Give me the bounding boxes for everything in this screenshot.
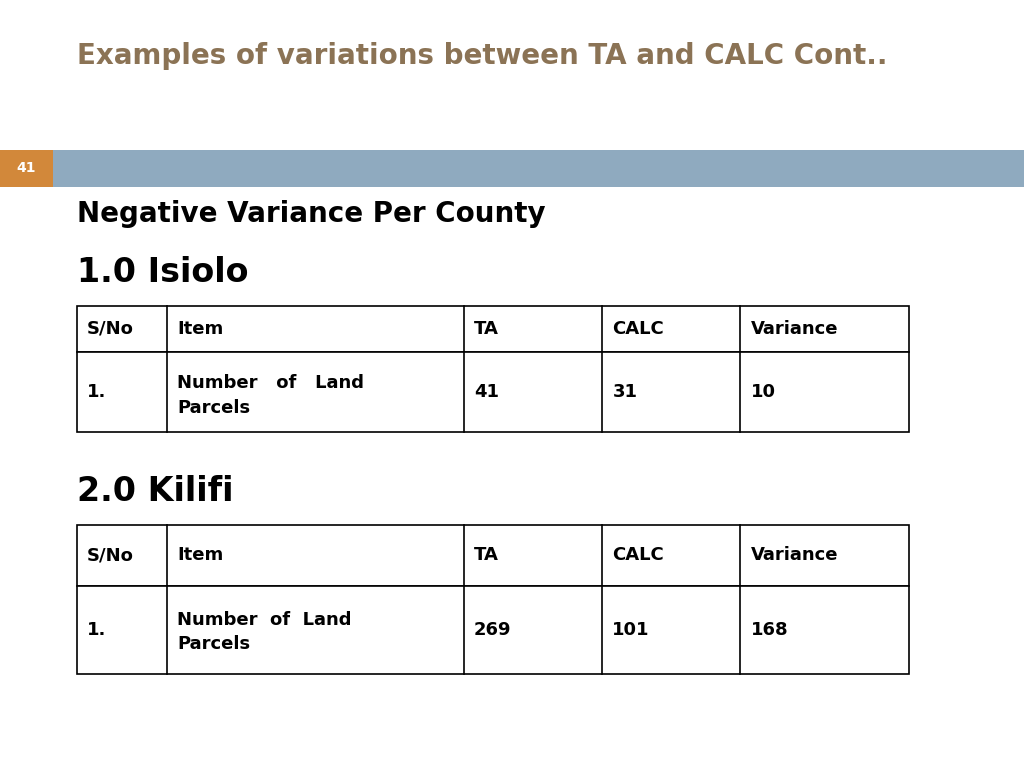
- Text: Parcels: Parcels: [177, 635, 250, 654]
- Text: TA: TA: [474, 319, 499, 338]
- Text: Negative Variance Per County: Negative Variance Per County: [77, 200, 546, 228]
- Text: 101: 101: [612, 621, 650, 639]
- FancyBboxPatch shape: [77, 306, 909, 352]
- FancyBboxPatch shape: [77, 352, 909, 432]
- Text: TA: TA: [474, 546, 499, 564]
- Text: Parcels: Parcels: [177, 399, 250, 417]
- Text: Variance: Variance: [751, 319, 838, 338]
- FancyBboxPatch shape: [77, 586, 909, 674]
- Text: 1.0 Isiolo: 1.0 Isiolo: [77, 256, 248, 289]
- Text: CALC: CALC: [612, 546, 665, 564]
- Text: S/No: S/No: [87, 319, 134, 338]
- Text: 168: 168: [751, 621, 788, 639]
- FancyBboxPatch shape: [53, 150, 1024, 187]
- Text: Examples of variations between TA and CALC Cont..: Examples of variations between TA and CA…: [77, 42, 888, 70]
- Text: 2.0 Kilifi: 2.0 Kilifi: [77, 475, 233, 508]
- Text: Variance: Variance: [751, 546, 838, 564]
- Text: Item: Item: [177, 319, 223, 338]
- FancyBboxPatch shape: [77, 525, 909, 586]
- Text: Number  of  Land: Number of Land: [177, 611, 351, 629]
- Text: CALC: CALC: [612, 319, 665, 338]
- FancyBboxPatch shape: [0, 150, 53, 187]
- Text: 10: 10: [751, 383, 775, 401]
- Text: 1.: 1.: [87, 383, 106, 401]
- Text: 269: 269: [474, 621, 512, 639]
- Text: 41: 41: [16, 161, 37, 175]
- Text: 31: 31: [612, 383, 637, 401]
- Text: S/No: S/No: [87, 546, 134, 564]
- Text: 1.: 1.: [87, 621, 106, 639]
- Text: Number   of   Land: Number of Land: [177, 374, 365, 392]
- Text: Item: Item: [177, 546, 223, 564]
- Text: 41: 41: [474, 383, 499, 401]
